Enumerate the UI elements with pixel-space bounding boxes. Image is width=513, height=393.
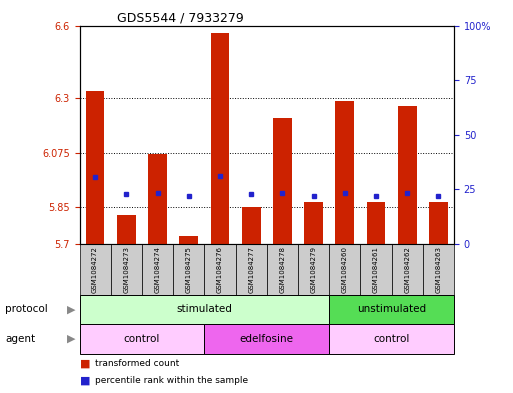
Bar — [80, 324, 204, 354]
Bar — [111, 244, 142, 295]
Text: control: control — [124, 334, 160, 344]
Text: ■: ■ — [80, 358, 90, 369]
Bar — [367, 202, 385, 244]
Text: GSM1084276: GSM1084276 — [217, 246, 223, 293]
Bar — [142, 244, 173, 295]
Text: transformed count: transformed count — [95, 359, 179, 368]
Text: ■: ■ — [80, 375, 90, 385]
Bar — [360, 244, 391, 295]
Text: GDS5544 / 7933279: GDS5544 / 7933279 — [117, 11, 244, 24]
Text: agent: agent — [5, 334, 35, 344]
Bar — [398, 105, 417, 244]
Text: ▶: ▶ — [67, 305, 75, 314]
Text: ▶: ▶ — [67, 334, 75, 344]
Bar — [210, 33, 229, 244]
Text: percentile rank within the sample: percentile rank within the sample — [95, 376, 248, 385]
Text: GSM1084279: GSM1084279 — [310, 246, 317, 293]
Text: GSM1084260: GSM1084260 — [342, 246, 348, 293]
Bar — [235, 244, 267, 295]
Text: GSM1084272: GSM1084272 — [92, 246, 98, 293]
Bar — [173, 244, 204, 295]
Text: stimulated: stimulated — [176, 305, 232, 314]
Bar — [273, 118, 292, 244]
Bar — [298, 244, 329, 295]
Text: GSM1084273: GSM1084273 — [123, 246, 129, 293]
Bar — [80, 295, 329, 324]
Bar — [329, 295, 454, 324]
Text: GSM1084263: GSM1084263 — [436, 246, 441, 293]
Bar — [304, 202, 323, 244]
Text: unstimulated: unstimulated — [357, 305, 426, 314]
Text: GSM1084278: GSM1084278 — [280, 246, 285, 293]
Bar — [336, 101, 354, 244]
Bar — [117, 215, 135, 244]
Bar — [148, 154, 167, 244]
Text: GSM1084277: GSM1084277 — [248, 246, 254, 293]
Bar — [423, 244, 454, 295]
Bar — [329, 244, 360, 295]
Bar — [180, 236, 198, 244]
Bar — [429, 202, 448, 244]
Text: GSM1084262: GSM1084262 — [404, 246, 410, 293]
Text: protocol: protocol — [5, 305, 48, 314]
Text: control: control — [373, 334, 410, 344]
Text: GSM1084275: GSM1084275 — [186, 246, 192, 293]
Bar — [86, 91, 105, 244]
Text: GSM1084274: GSM1084274 — [154, 246, 161, 293]
Bar — [204, 324, 329, 354]
Bar — [80, 244, 111, 295]
Bar — [204, 244, 235, 295]
Text: GSM1084261: GSM1084261 — [373, 246, 379, 293]
Text: edelfosine: edelfosine — [240, 334, 294, 344]
Bar — [391, 244, 423, 295]
Bar — [242, 207, 261, 244]
Bar — [267, 244, 298, 295]
Bar — [329, 324, 454, 354]
